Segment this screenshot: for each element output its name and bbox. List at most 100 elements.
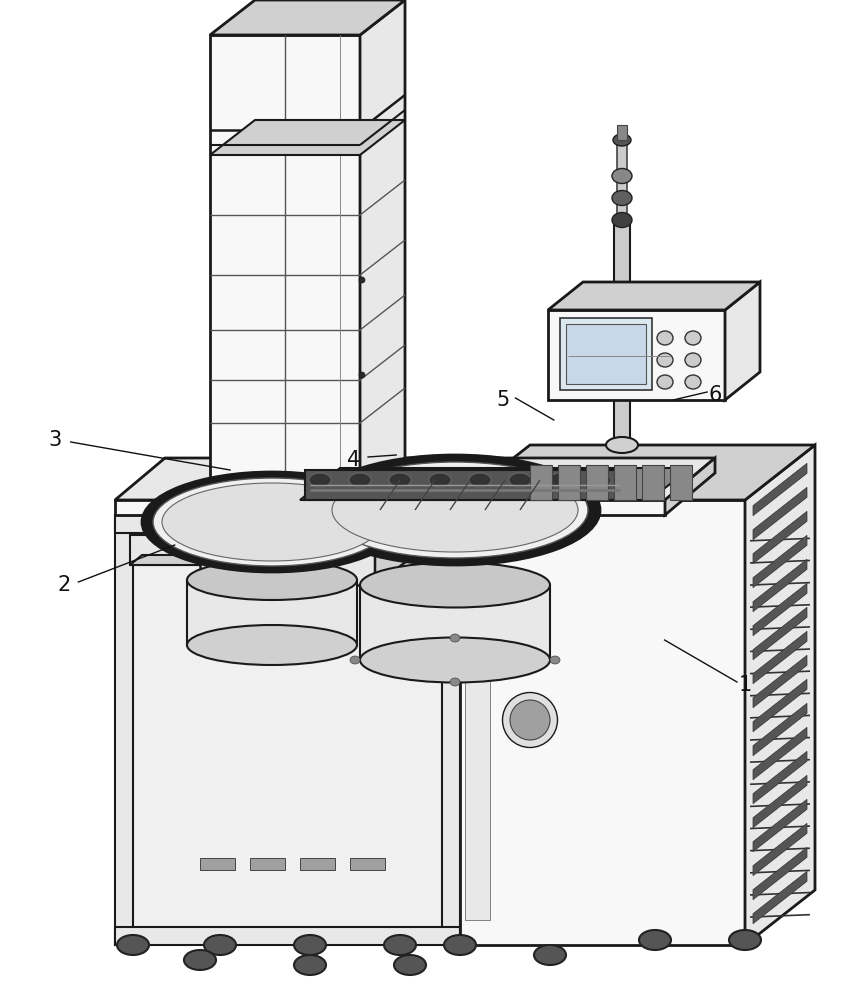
Polygon shape [753, 871, 807, 924]
Ellipse shape [450, 634, 460, 642]
Ellipse shape [117, 935, 149, 955]
Text: 3: 3 [49, 430, 62, 450]
Polygon shape [753, 823, 807, 876]
Polygon shape [360, 0, 405, 550]
Text: 1: 1 [739, 675, 752, 695]
Polygon shape [115, 477, 508, 515]
Polygon shape [548, 282, 760, 310]
Polygon shape [745, 445, 815, 945]
Text: 5: 5 [496, 390, 509, 410]
Ellipse shape [294, 955, 326, 975]
Ellipse shape [350, 656, 360, 664]
Ellipse shape [310, 455, 600, 565]
Ellipse shape [450, 678, 460, 686]
Polygon shape [200, 515, 415, 545]
Ellipse shape [429, 473, 451, 487]
Bar [350, 858, 385, 870]
Polygon shape [753, 703, 807, 756]
Polygon shape [300, 468, 690, 500]
Text: 6: 6 [709, 385, 722, 405]
Ellipse shape [509, 473, 531, 487]
Ellipse shape [589, 473, 611, 487]
Ellipse shape [349, 473, 371, 487]
Ellipse shape [444, 935, 476, 955]
Ellipse shape [729, 930, 761, 950]
Ellipse shape [359, 372, 365, 378]
Polygon shape [753, 799, 807, 852]
Polygon shape [305, 470, 625, 500]
Ellipse shape [612, 190, 632, 206]
Ellipse shape [187, 560, 357, 600]
Polygon shape [460, 477, 508, 533]
Ellipse shape [612, 168, 632, 184]
Ellipse shape [549, 473, 571, 487]
Polygon shape [460, 889, 508, 945]
Polygon shape [548, 310, 725, 400]
Ellipse shape [294, 935, 326, 955]
Polygon shape [665, 458, 715, 515]
Ellipse shape [503, 692, 557, 748]
Polygon shape [360, 585, 550, 660]
Polygon shape [210, 35, 360, 550]
Ellipse shape [510, 700, 550, 740]
Polygon shape [200, 545, 375, 585]
Polygon shape [586, 465, 608, 500]
Ellipse shape [389, 473, 411, 487]
Polygon shape [753, 487, 807, 540]
Ellipse shape [153, 478, 391, 566]
Polygon shape [753, 751, 807, 804]
Polygon shape [753, 583, 807, 636]
Ellipse shape [534, 945, 566, 965]
Ellipse shape [187, 625, 357, 665]
Ellipse shape [384, 935, 416, 955]
Polygon shape [753, 535, 807, 588]
Bar [560, 318, 652, 390]
Polygon shape [617, 140, 627, 220]
Bar [566, 324, 646, 384]
Ellipse shape [613, 134, 631, 146]
Ellipse shape [360, 638, 550, 682]
Polygon shape [115, 515, 133, 945]
Polygon shape [187, 580, 357, 645]
Polygon shape [210, 120, 405, 155]
Polygon shape [614, 220, 630, 445]
Polygon shape [130, 555, 222, 565]
Polygon shape [753, 847, 807, 900]
Ellipse shape [612, 213, 632, 228]
Polygon shape [460, 445, 815, 500]
Ellipse shape [657, 375, 673, 389]
Polygon shape [115, 458, 715, 500]
Polygon shape [670, 465, 692, 500]
Polygon shape [115, 500, 665, 515]
Polygon shape [442, 515, 460, 945]
Polygon shape [375, 515, 415, 585]
Ellipse shape [685, 331, 701, 345]
Ellipse shape [685, 353, 701, 367]
Polygon shape [115, 515, 460, 533]
Ellipse shape [394, 955, 426, 975]
Bar [465, 520, 490, 920]
Polygon shape [725, 282, 760, 400]
Polygon shape [753, 511, 807, 564]
Bar [200, 858, 235, 870]
Polygon shape [530, 465, 552, 500]
Polygon shape [753, 463, 807, 516]
Ellipse shape [162, 483, 382, 561]
Bar [617, 125, 627, 140]
Polygon shape [642, 465, 664, 500]
Ellipse shape [550, 656, 560, 664]
Polygon shape [210, 525, 222, 565]
Polygon shape [753, 607, 807, 660]
Polygon shape [210, 0, 405, 35]
Bar [300, 858, 335, 870]
Polygon shape [753, 679, 807, 732]
Ellipse shape [657, 331, 673, 345]
Ellipse shape [606, 437, 638, 453]
Bar [250, 858, 285, 870]
Ellipse shape [657, 353, 673, 367]
Ellipse shape [685, 375, 701, 389]
Polygon shape [558, 465, 580, 500]
Ellipse shape [142, 472, 402, 572]
Polygon shape [753, 559, 807, 612]
Ellipse shape [332, 468, 578, 552]
